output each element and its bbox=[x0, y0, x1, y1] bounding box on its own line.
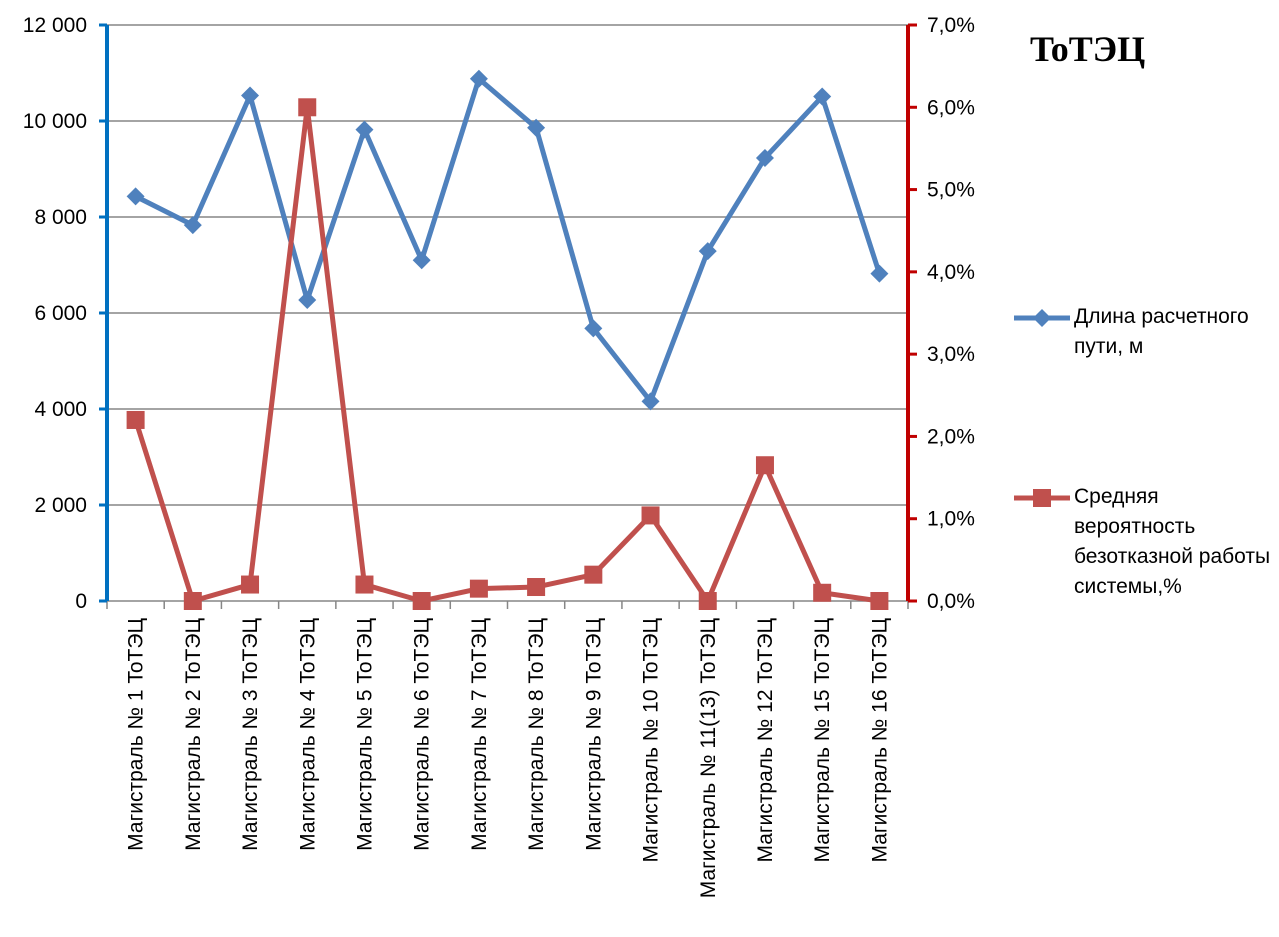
y-right-tick-label: 7,0% bbox=[927, 14, 975, 37]
x-category-label: Магистраль № 15 ToТЭЦ bbox=[811, 618, 834, 863]
data-point-square bbox=[527, 578, 546, 597]
legend-label-probability: Средняя вероятность безотказной работы с… bbox=[1074, 485, 1271, 598]
legend-swatch-square-icon bbox=[1014, 489, 1070, 507]
data-point-diamond bbox=[813, 87, 832, 106]
data-point-square bbox=[584, 565, 603, 584]
gridlines bbox=[107, 24, 908, 506]
x-category-label: Магистраль № 7 ToТЭЦ bbox=[468, 618, 491, 851]
y-left-tick-label: 0 bbox=[75, 590, 87, 613]
data-point-square bbox=[412, 592, 431, 610]
data-point-square bbox=[698, 592, 717, 610]
y-right-tick-label: 4,0% bbox=[927, 261, 975, 284]
y-left-tick-label: 12 000 bbox=[23, 14, 87, 37]
data-point-diamond bbox=[698, 242, 717, 261]
data-point-diamond bbox=[755, 148, 774, 167]
data-point-square bbox=[469, 579, 488, 598]
data-point-square bbox=[298, 98, 317, 117]
x-category-label: Магистраль № 16 ToТЭЦ bbox=[868, 618, 891, 863]
data-point-diamond bbox=[641, 392, 660, 411]
axis-labels: 0 2 000 4 000 6 000 8 000 10 000 12 000 0,0% 1,0… bbox=[23, 14, 975, 898]
data-point-diamond bbox=[355, 120, 374, 139]
y-left-tick-label: 2 000 bbox=[34, 494, 87, 517]
y-left-tick-label: 8 000 bbox=[34, 206, 87, 229]
y-right-tick-label: 1,0% bbox=[927, 508, 975, 531]
legend-label-length: Длина расчетного пути, м bbox=[1074, 305, 1249, 358]
x-category-label: Магистраль № 11(13) ToТЭЦ bbox=[697, 618, 720, 899]
y-left-tick-label: 10 000 bbox=[23, 110, 87, 133]
x-category-label: Магистраль № 9 ToТЭЦ bbox=[582, 618, 605, 851]
data-point-square bbox=[183, 592, 202, 610]
data-point-diamond bbox=[527, 118, 546, 137]
data-point-square bbox=[241, 575, 260, 594]
y-right-tick-label: 5,0% bbox=[927, 179, 975, 202]
x-category-label: Магистраль № 2 ToТЭЦ bbox=[182, 618, 205, 851]
data-point-diamond bbox=[183, 216, 202, 235]
data-point-diamond bbox=[298, 291, 317, 310]
data-point-square bbox=[870, 592, 889, 610]
data-point-diamond bbox=[469, 69, 488, 88]
y-right-tick-label: 0,0% bbox=[927, 590, 975, 613]
x-category-label: Магистраль № 10 ToТЭЦ bbox=[640, 618, 663, 863]
chart-title: ToТЭЦ bbox=[1030, 29, 1146, 69]
x-category-label: Магистраль № 12 ToТЭЦ bbox=[754, 618, 777, 863]
x-category-label: Магистраль № 4 ToТЭЦ bbox=[296, 618, 319, 851]
y-right-tick-label: 3,0% bbox=[927, 343, 975, 366]
x-category-label: Магистраль № 1 ToТЭЦ bbox=[125, 618, 148, 851]
data-point-diamond bbox=[241, 86, 260, 105]
x-category-label: Магистраль № 6 ToТЭЦ bbox=[411, 618, 434, 851]
data-point-square bbox=[126, 410, 145, 429]
series bbox=[126, 69, 889, 610]
series-line bbox=[134, 76, 882, 404]
data-point-square bbox=[755, 456, 774, 475]
x-category-label: Магистраль № 3 ToТЭЦ bbox=[239, 618, 262, 851]
data-point-diamond bbox=[126, 187, 145, 206]
y-left-tick-label: 6 000 bbox=[34, 302, 87, 325]
series-line bbox=[133, 104, 880, 604]
data-point-square bbox=[813, 583, 832, 602]
x-category-label: Магистраль № 5 ToТЭЦ bbox=[353, 618, 376, 851]
y-right-tick-label: 6,0% bbox=[927, 96, 975, 119]
data-point-square bbox=[355, 575, 374, 594]
legend-swatch-diamond-icon bbox=[1014, 309, 1070, 327]
axes bbox=[99, 23, 917, 609]
data-point-diamond bbox=[870, 264, 889, 283]
data-point-square bbox=[641, 506, 660, 525]
x-category-label: Магистраль № 8 ToТЭЦ bbox=[525, 618, 548, 851]
data-point-diamond bbox=[584, 319, 603, 338]
data-point-diamond bbox=[412, 251, 431, 270]
y-right-tick-label: 2,0% bbox=[927, 425, 975, 448]
y-left-tick-label: 4 000 bbox=[34, 398, 87, 421]
